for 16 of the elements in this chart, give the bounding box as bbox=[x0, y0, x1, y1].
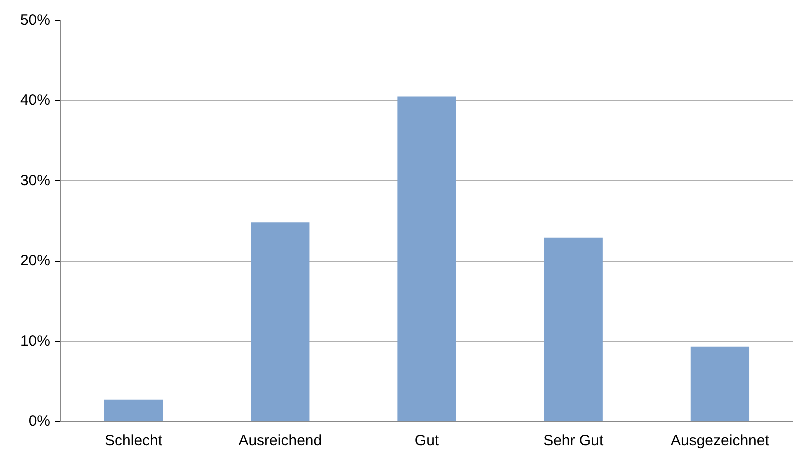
bar bbox=[104, 400, 164, 422]
bar bbox=[690, 346, 750, 422]
y-tick-label: 0% bbox=[28, 413, 51, 430]
y-tick-label: 30% bbox=[20, 172, 51, 190]
y-tick-label: 10% bbox=[20, 332, 51, 350]
bar bbox=[398, 96, 456, 422]
y-tick-label: 50% bbox=[20, 12, 51, 29]
x-tick-label: Schlecht bbox=[105, 432, 164, 450]
y-tick-label: 20% bbox=[20, 252, 51, 270]
x-tick-label: Sehr Gut bbox=[544, 432, 604, 450]
x-tick-label: Ausreichend bbox=[238, 432, 322, 450]
bar bbox=[251, 222, 310, 422]
x-tick-label: Ausgezeichnet bbox=[671, 432, 770, 450]
bar bbox=[544, 238, 603, 422]
x-tick-label: Gut bbox=[414, 432, 440, 450]
y-tick-label: 40% bbox=[20, 92, 51, 110]
